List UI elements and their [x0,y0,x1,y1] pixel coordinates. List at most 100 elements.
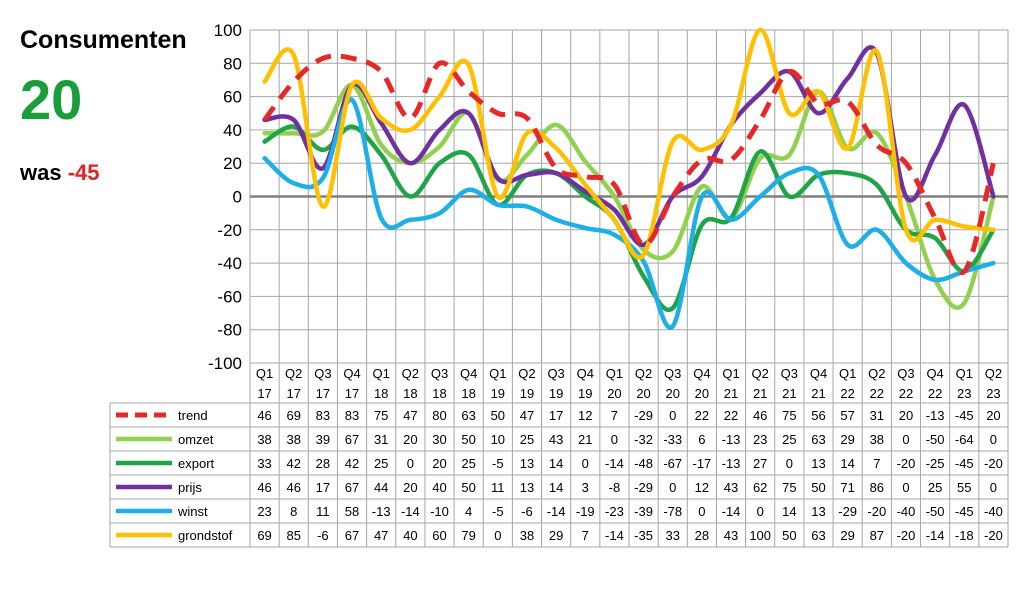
data-label-grondstof: -14 [926,528,945,543]
data-label-prijs: 40 [432,480,446,495]
data-label-omzet: 23 [753,432,767,447]
data-label-grondstof: -6 [317,528,329,543]
data-label-prijs: 20 [403,480,417,495]
data-label-grondstof: 43 [724,528,738,543]
x-tick-label-quarter: Q1 [373,366,390,381]
series-line-omzet [262,82,996,310]
data-label-grondstof: 50 [782,528,796,543]
x-tick-label-quarter: Q4 [343,366,360,381]
data-label-grondstof: 47 [374,528,388,543]
data-label-prijs: 75 [782,480,796,495]
data-label-winst: -14 [722,504,741,519]
x-tick-label-quarter: Q4 [926,366,943,381]
data-label-prijs: 0 [669,480,676,495]
data-label-export: 14 [840,456,854,471]
data-label-trend: -13 [926,408,945,423]
data-label-winst: -13 [372,504,391,519]
x-tick-label-quarter: Q3 [897,366,914,381]
data-label-winst: 14 [782,504,796,519]
data-label-winst: 58 [345,504,359,519]
data-label-export: -20 [984,456,1003,471]
data-label-grondstof: 29 [840,528,854,543]
data-label-export: 42 [345,456,359,471]
data-label-grondstof: 28 [695,528,709,543]
data-label-omzet: -13 [722,432,741,447]
data-label-export: 14 [549,456,563,471]
data-label-grondstof: 85 [286,528,300,543]
data-label-winst: -19 [576,504,595,519]
x-tick-label-quarter: Q3 [431,366,448,381]
data-label-winst: -29 [838,504,857,519]
data-label-grondstof: -20 [984,528,1003,543]
series-line-export [262,124,996,313]
data-label-winst: -50 [926,504,945,519]
x-tick-label-year: 19 [520,386,534,401]
x-tick-label-year: 18 [461,386,475,401]
data-label-grondstof: 38 [520,528,534,543]
data-label-winst: -14 [401,504,420,519]
x-tick-label-year: 20 [636,386,650,401]
data-label-prijs: 25 [928,480,942,495]
x-tick-label-quarter: Q3 [314,366,331,381]
y-tick-label: -20 [217,221,242,240]
x-tick-label-year: 20 [695,386,709,401]
data-label-trend: 47 [403,408,417,423]
kpi-value: 20 [20,68,83,131]
data-label-omzet: 25 [782,432,796,447]
x-tick-label-year: 20 [665,386,679,401]
data-label-trend: 50 [491,408,505,423]
x-tick-label-quarter: Q2 [752,366,769,381]
data-label-omzet: 29 [840,432,854,447]
data-label-export: 28 [316,456,330,471]
y-tick-label: 0 [233,188,242,207]
data-label-omzet: 50 [461,432,475,447]
x-tick-label-year: 22 [870,386,884,401]
x-tick-label-quarter: Q2 [635,366,652,381]
data-label-grondstof: 63 [811,528,825,543]
data-label-trend: 46 [753,408,767,423]
kpi-previous-label: was [20,160,62,185]
data-label-grondstof: -20 [897,528,916,543]
x-tick-label-year: 23 [957,386,971,401]
data-label-grondstof: -18 [955,528,974,543]
data-label-omzet: -33 [663,432,682,447]
data-label-winst: -40 [897,504,916,519]
data-label-export: 20 [432,456,446,471]
data-label-omzet: 43 [549,432,563,447]
x-tick-label-year: 22 [840,386,854,401]
data-label-export: -48 [634,456,653,471]
x-tick-label-year: 21 [724,386,738,401]
data-label-omzet: 38 [870,432,884,447]
data-label-prijs: 46 [286,480,300,495]
data-label-export: -45 [955,456,974,471]
kpi-title: Consumenten [20,26,187,54]
data-label-grondstof: 33 [665,528,679,543]
y-tick-label: 20 [223,154,242,173]
data-label-omzet: 38 [257,432,271,447]
series-line-grondstof [262,27,996,260]
data-label-prijs: 12 [695,480,709,495]
data-label-prijs: 71 [840,480,854,495]
data-label-winst: 23 [257,504,271,519]
x-tick-label-quarter: Q4 [693,366,710,381]
data-label-grondstof: 100 [749,528,771,543]
data-label-trend: 75 [374,408,388,423]
data-label-grondstof: 0 [494,528,501,543]
data-label-winst: -78 [663,504,682,519]
data-label-winst: -39 [634,504,653,519]
data-label-trend: 69 [286,408,300,423]
x-tick-label-quarter: Q1 [956,366,973,381]
x-tick-label-year: 17 [316,386,330,401]
legend-label-trend: trend [178,408,208,423]
data-label-trend: 31 [870,408,884,423]
y-tick-label: 40 [223,121,242,140]
data-label-winst: 8 [290,504,297,519]
y-tick-label: 60 [223,88,242,107]
x-tick-label-quarter: Q4 [810,366,827,381]
data-label-omzet: -32 [634,432,653,447]
data-label-prijs: 11 [491,480,505,495]
data-label-trend: 17 [549,408,563,423]
legend-label-winst: winst [177,504,208,519]
data-label-grondstof: 40 [403,528,417,543]
x-tick-label-quarter: Q1 [606,366,623,381]
